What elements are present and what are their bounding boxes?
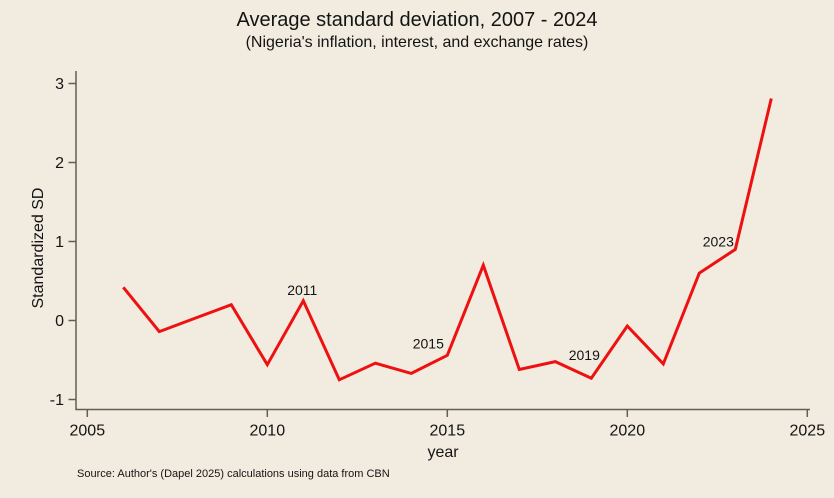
y-tick-label: 3: [55, 76, 64, 93]
chart-subtitle: (Nigeria's inflation, interest, and exch…: [245, 34, 589, 51]
point-annotation: 2023: [703, 233, 734, 249]
x-axis-title: year: [427, 444, 459, 461]
axis-lines: [75, 71, 810, 411]
source-note: Source: Author's (Dapel 2025) calculatio…: [77, 468, 390, 480]
y-tick-label: 1: [55, 234, 64, 251]
y-tick-label: 0: [55, 313, 64, 330]
y-tick-label: 2: [55, 155, 64, 172]
x-tick-label: 2025: [790, 423, 826, 440]
point-annotation: 2019: [569, 347, 600, 363]
x-tick-label: 2015: [430, 423, 466, 440]
point-annotation: 2011: [287, 282, 317, 298]
x-tick-label: 2005: [70, 423, 106, 440]
point-annotation: 2015: [413, 335, 444, 351]
data-line: [122, 98, 773, 382]
x-tick-label: 2020: [610, 423, 646, 440]
y-tick-label: -1: [50, 392, 64, 409]
chart-title: Average standard deviation, 2007 - 2024: [236, 9, 598, 31]
x-tick-label: 2010: [250, 423, 286, 440]
